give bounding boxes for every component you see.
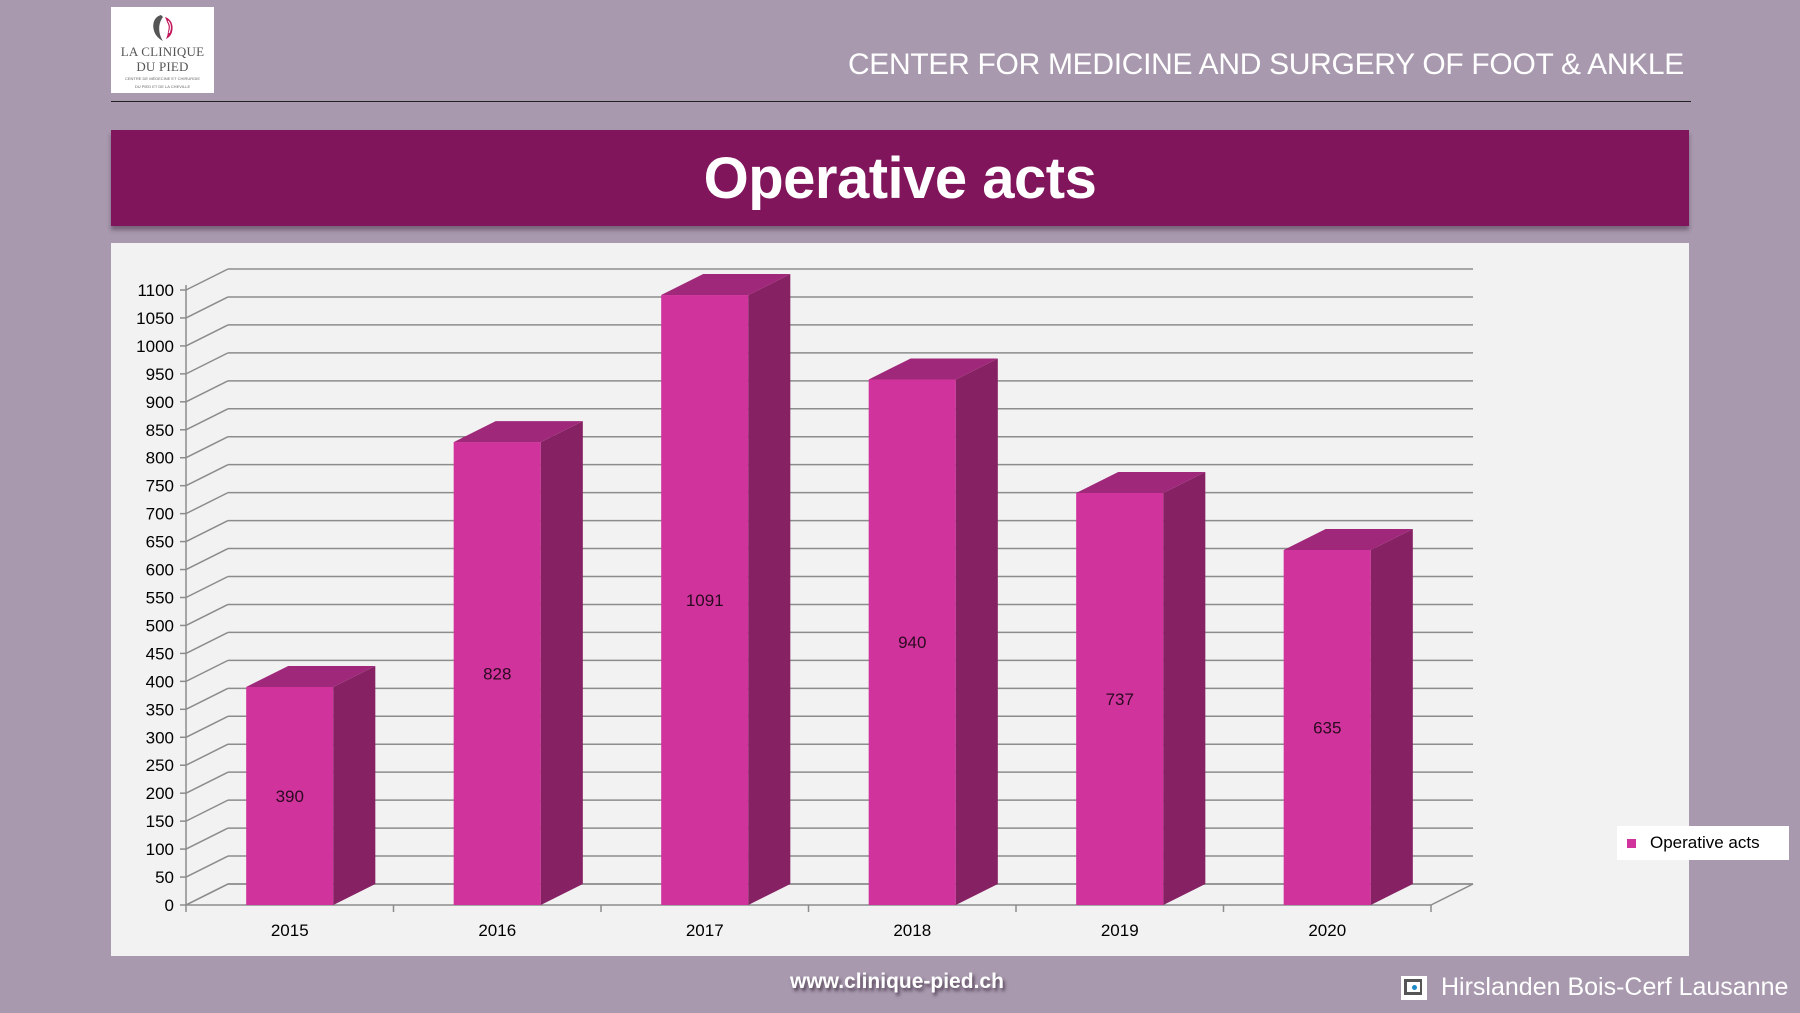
logo-name-line1: LA CLINIQUE [120,44,205,59]
data-label: 390 [276,787,304,806]
foot-logo-icon [152,15,173,41]
y-tick-label: 1100 [137,281,174,300]
y-tick-label: 500 [146,616,174,635]
y-tick-label: 550 [146,589,174,608]
chart-floor [185,883,1474,906]
data-label: 828 [483,665,511,684]
gridline-depth [185,380,229,403]
y-tick-label: 850 [146,421,174,440]
bar-chart: 0 50 100 150 200 250 300 350 400 450 500 550 600 650 7… [136,268,1474,940]
data-label: 940 [898,633,926,652]
y-tick-label: 200 [146,784,174,803]
gridline-depth [185,436,229,459]
x-tick-label: 2020 [1308,921,1346,940]
data-label: 737 [1106,690,1134,709]
gridline-depth [185,352,229,375]
chart-panel: 0 50 100 150 200 250 300 350 400 450 500 550 600 650 7… [111,243,1789,956]
bar-top [246,665,376,687]
y-tick-label: 800 [146,449,174,468]
legend-swatch [1627,838,1636,848]
bar-side [1370,528,1413,905]
website-link[interactable]: www.clinique-pied.ch [790,970,1004,993]
chart-legend: Operative acts [1617,826,1789,860]
gridline-depth [185,631,229,655]
gridline-depth [185,715,229,738]
bar-top [868,358,998,380]
data-label: 635 [1313,718,1341,737]
y-tick-label: 150 [146,812,174,831]
y-tick-label: 0 [165,896,174,915]
gridline-depth [185,296,229,319]
bars [246,274,1413,905]
header-title: CENTER FOR MEDICINE AND SURGERY OF FOOT … [847,48,1684,81]
bar-top [1076,471,1206,493]
gridline-depth [185,408,229,431]
bar-top [661,274,791,296]
gridline-depth [185,464,229,487]
y-tick-label: 1050 [136,309,174,328]
y-tick-label: 50 [155,868,174,887]
gridline-depth [185,687,229,710]
hirslanden-logo-icon [1401,975,1427,1000]
x-tick-label: 2015 [271,921,309,940]
bar-front [661,295,749,905]
bar-top [453,421,583,443]
y-tick-label: 100 [146,840,174,859]
gridline-depth [185,575,229,599]
bar-side [540,421,583,905]
gridline-depth [185,547,229,571]
gridline-depth [185,855,229,878]
y-tick-label: 350 [146,700,174,719]
gridline-depth [185,519,229,543]
y-tick-label: 950 [146,365,174,384]
bar-front [1283,549,1371,905]
gridline-depth [185,324,229,347]
y-tick-label: 700 [146,505,174,524]
bar-front [453,442,541,905]
gridline-depth [185,743,229,766]
bar-side [333,665,376,905]
y-tick-label: 400 [146,672,174,691]
labels: 0 50 100 150 200 250 300 350 400 450 500 550 600 650 7… [136,281,1346,940]
bar-front [868,379,956,905]
gridline-depth [185,491,229,515]
gridline-depth [185,827,229,850]
footer-brand: Hirslanden Bois-Cerf Lausanne [1401,973,1788,1002]
logo-name-line2: DU PIED [136,59,189,74]
logo-subtitle-line2: DU PIED ET DE LA CHEVILLE [134,84,191,89]
y-tick-label: 600 [146,561,174,580]
title-banner: Operative acts [111,130,1689,226]
gridline-depth [185,603,229,627]
gridline-depth [185,799,229,822]
x-tick-label: 2018 [893,921,931,940]
x-tick-label: 2019 [1101,921,1139,940]
gridlines [185,268,1473,906]
slide-title: Operative acts [703,145,1097,211]
data-label: 1091 [686,591,724,610]
clinic-logo: LA CLINIQUE DU PIED CENTRE DE MÉDECINE E… [111,7,214,93]
x-tick-label: 2016 [478,921,516,940]
axes [180,285,1474,912]
logo-subtitle-line1: CENTRE DE MÉDECINE ET CHIRURGIE [124,76,201,81]
y-tick-label: 1000 [136,337,174,356]
bar-top [1283,528,1413,550]
header-divider [111,101,1691,102]
y-tick-label: 250 [146,756,174,775]
bar-side [955,358,998,905]
y-tick-label: 300 [146,728,174,747]
bar-side [1163,471,1206,905]
gridline-depth [185,659,229,683]
x-tick-label: 2017 [686,921,724,940]
bar-front [246,686,334,905]
brand-label: Hirslanden Bois-Cerf Lausanne [1441,973,1789,1001]
y-tick-label: 750 [146,477,174,496]
bar-side [748,274,791,905]
gridline-depth [185,268,229,291]
y-tick-label: 450 [146,644,174,663]
gridline-depth [185,771,229,794]
y-tick-label: 900 [146,393,174,412]
bar-front [1076,492,1164,905]
y-tick-label: 650 [146,533,174,552]
legend-label: Operative acts [1650,833,1760,852]
